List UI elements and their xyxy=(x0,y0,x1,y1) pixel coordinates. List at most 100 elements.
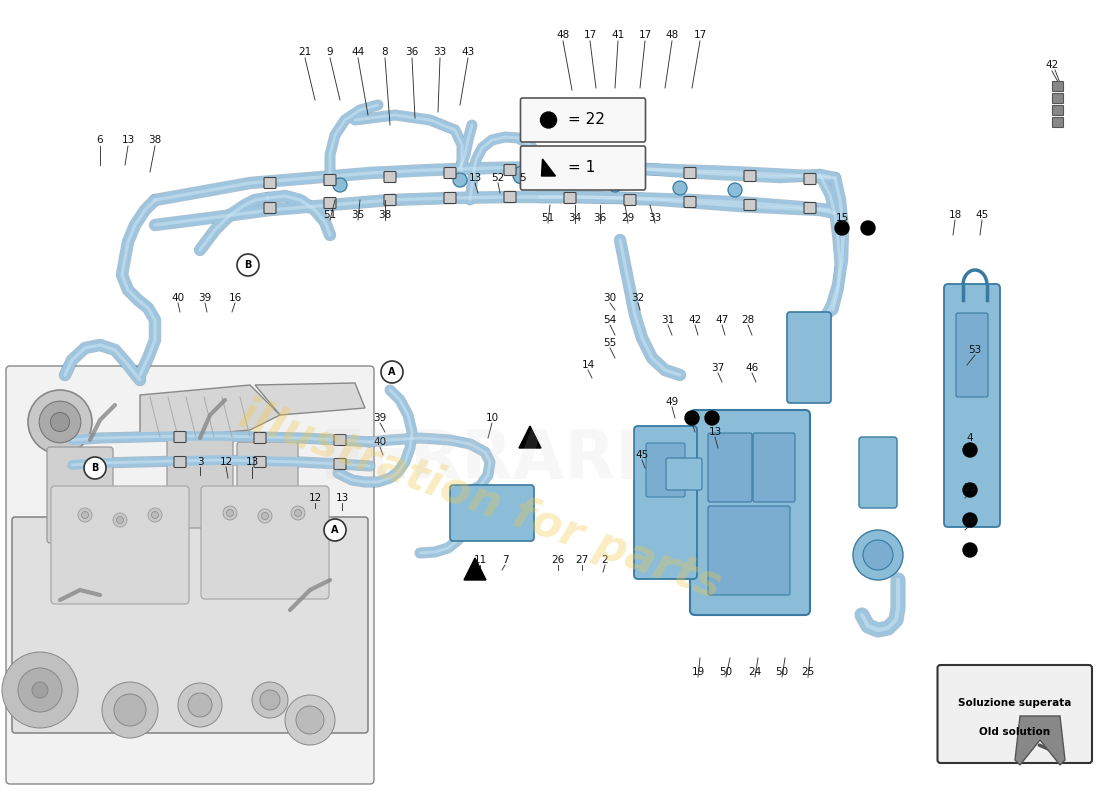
Circle shape xyxy=(296,706,324,734)
Text: 54: 54 xyxy=(604,315,617,325)
Text: 40: 40 xyxy=(373,437,386,447)
Text: 45: 45 xyxy=(636,450,649,460)
Polygon shape xyxy=(255,383,365,415)
FancyBboxPatch shape xyxy=(937,665,1092,763)
FancyBboxPatch shape xyxy=(520,98,646,142)
Circle shape xyxy=(81,511,88,518)
FancyBboxPatch shape xyxy=(504,165,516,175)
Text: 50: 50 xyxy=(776,667,789,677)
Text: 18: 18 xyxy=(948,210,961,220)
FancyBboxPatch shape xyxy=(167,437,233,528)
Circle shape xyxy=(262,513,268,519)
Text: 29: 29 xyxy=(621,213,635,223)
FancyBboxPatch shape xyxy=(754,433,795,502)
Text: 48: 48 xyxy=(666,30,679,40)
FancyBboxPatch shape xyxy=(324,174,336,186)
Text: 19: 19 xyxy=(692,667,705,677)
Text: = 22: = 22 xyxy=(569,113,605,127)
Circle shape xyxy=(292,506,305,520)
FancyBboxPatch shape xyxy=(384,171,396,182)
Circle shape xyxy=(673,181,688,195)
Circle shape xyxy=(513,166,531,184)
FancyBboxPatch shape xyxy=(520,146,646,190)
Circle shape xyxy=(40,402,80,443)
Text: 45: 45 xyxy=(976,210,989,220)
FancyBboxPatch shape xyxy=(264,202,276,214)
Text: A: A xyxy=(331,525,339,535)
Polygon shape xyxy=(1015,716,1065,765)
Text: 39: 39 xyxy=(373,413,386,423)
Text: 13: 13 xyxy=(121,135,134,145)
Circle shape xyxy=(84,457,106,479)
Circle shape xyxy=(258,509,272,523)
Circle shape xyxy=(962,543,977,557)
Text: Old solution: Old solution xyxy=(979,727,1050,738)
Circle shape xyxy=(685,411,698,425)
Circle shape xyxy=(728,183,743,197)
FancyBboxPatch shape xyxy=(804,202,816,214)
FancyBboxPatch shape xyxy=(956,313,988,397)
Text: 40: 40 xyxy=(172,293,185,303)
Circle shape xyxy=(32,682,48,698)
Text: 26: 26 xyxy=(551,555,564,565)
FancyBboxPatch shape xyxy=(564,165,576,175)
Text: 36: 36 xyxy=(593,213,606,223)
FancyBboxPatch shape xyxy=(684,197,696,207)
Circle shape xyxy=(608,178,622,192)
Text: Soluzione superata: Soluzione superata xyxy=(958,698,1071,708)
FancyBboxPatch shape xyxy=(6,366,374,784)
Text: 10: 10 xyxy=(485,413,498,423)
Circle shape xyxy=(102,682,158,738)
FancyBboxPatch shape xyxy=(201,486,329,599)
Text: 32: 32 xyxy=(631,293,645,303)
FancyBboxPatch shape xyxy=(444,167,456,178)
Text: B: B xyxy=(91,463,99,473)
Circle shape xyxy=(333,178,346,192)
FancyBboxPatch shape xyxy=(804,174,816,185)
Circle shape xyxy=(51,413,69,432)
Text: 51: 51 xyxy=(323,210,337,220)
Text: 39: 39 xyxy=(198,293,211,303)
Text: 12: 12 xyxy=(308,493,321,503)
Text: A: A xyxy=(388,367,396,377)
FancyBboxPatch shape xyxy=(174,431,186,442)
Text: 41: 41 xyxy=(612,30,625,40)
Text: 23: 23 xyxy=(964,483,977,493)
FancyBboxPatch shape xyxy=(684,167,696,178)
Text: 7: 7 xyxy=(502,555,508,565)
Circle shape xyxy=(252,682,288,718)
Text: 36: 36 xyxy=(406,47,419,57)
Circle shape xyxy=(152,511,158,518)
FancyBboxPatch shape xyxy=(624,194,636,206)
Text: 21: 21 xyxy=(298,47,311,57)
FancyBboxPatch shape xyxy=(450,485,534,541)
Circle shape xyxy=(2,652,78,728)
Text: 13: 13 xyxy=(336,493,349,503)
Text: 25: 25 xyxy=(802,667,815,677)
Circle shape xyxy=(861,221,875,235)
Text: 38: 38 xyxy=(148,135,162,145)
FancyBboxPatch shape xyxy=(384,194,396,206)
FancyBboxPatch shape xyxy=(236,442,298,528)
Text: 6: 6 xyxy=(97,135,103,145)
FancyBboxPatch shape xyxy=(786,312,830,403)
Text: 49: 49 xyxy=(666,397,679,407)
Circle shape xyxy=(236,254,258,276)
Circle shape xyxy=(295,510,301,517)
Circle shape xyxy=(962,443,977,457)
Text: 16: 16 xyxy=(229,293,242,303)
Circle shape xyxy=(223,506,236,520)
Text: 33: 33 xyxy=(433,47,447,57)
Polygon shape xyxy=(541,159,556,176)
Text: 12: 12 xyxy=(219,457,232,467)
Circle shape xyxy=(78,508,92,522)
Polygon shape xyxy=(519,426,541,448)
FancyBboxPatch shape xyxy=(708,433,752,502)
FancyBboxPatch shape xyxy=(1053,82,1064,91)
Text: 13: 13 xyxy=(708,427,722,437)
Text: 42: 42 xyxy=(689,315,702,325)
FancyBboxPatch shape xyxy=(264,178,276,189)
Text: 24: 24 xyxy=(748,667,761,677)
Text: 11: 11 xyxy=(473,555,486,565)
Polygon shape xyxy=(140,385,280,440)
